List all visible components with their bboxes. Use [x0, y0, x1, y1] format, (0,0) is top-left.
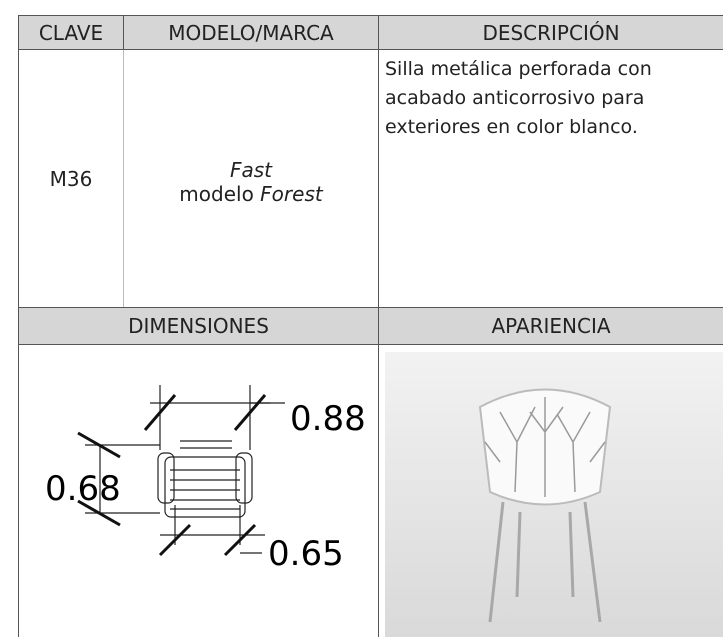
modelo-line: modelo Forest [179, 182, 322, 206]
dimension-label: 0.68 [45, 469, 121, 509]
column-header: DESCRIPCIÓN [378, 15, 723, 50]
section-header: APARIENCIA [378, 307, 723, 345]
dimension-drawing: 0.88 0.68 0.65 [45, 385, 366, 574]
descripcion-line: acabado anticorrosivo para [385, 87, 645, 109]
modelo-prefix: modelo [179, 181, 254, 206]
column-header: CLAVE [18, 15, 123, 50]
descripcion-line: exteriores en color blanco. [385, 116, 638, 138]
border [378, 345, 379, 637]
section-header: DIMENSIONES [18, 307, 378, 345]
clave-cell: M36 [18, 50, 123, 307]
clave: M36 [49, 166, 93, 191]
chair-photo [385, 352, 723, 637]
modelo-cell: Fast modelo Forest [123, 50, 378, 307]
marca: Fast [229, 157, 273, 182]
modelo: Forest [260, 181, 323, 206]
column-header: MODELO/MARCA [123, 15, 378, 50]
dimension-label: 0.65 [268, 534, 344, 574]
descripcion-line: Silla metálica perforada con [385, 58, 652, 80]
dimension-label: 0.88 [290, 399, 366, 439]
descripcion-cell: Silla metálica perforada con acabado ant… [378, 50, 723, 307]
border [18, 345, 19, 637]
